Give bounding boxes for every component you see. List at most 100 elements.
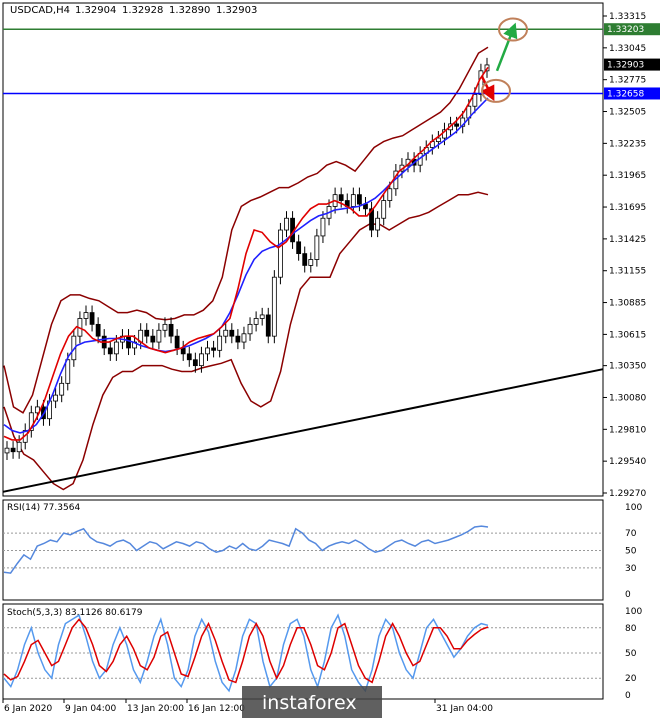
candle-body: [314, 235, 320, 260]
y-tick-label: 1.32505: [609, 108, 646, 118]
candle-body: [186, 353, 192, 361]
y-tick-label: 1.33315: [609, 12, 646, 22]
candle-body: [205, 347, 210, 355]
candle: [278, 222, 283, 285]
y-tick-label: 1.33045: [609, 44, 646, 54]
candle-body: [271, 276, 277, 337]
candle-body: [223, 329, 229, 337]
candle: [296, 234, 302, 261]
candle-body: [83, 312, 89, 319]
candle: [381, 193, 387, 226]
candle: [10, 441, 16, 459]
candle: [357, 187, 362, 212]
trendline: [2, 368, 604, 493]
ma-fast-line: [3, 66, 489, 441]
candle-body: [168, 323, 174, 337]
candle-body: [265, 314, 271, 337]
y-tick-label: 1.30350: [609, 362, 646, 372]
stoch-main-line: [3, 613, 489, 693]
level-label-box: [604, 87, 660, 100]
stoch-tick-label: 20: [625, 674, 637, 684]
candle-body: [253, 318, 259, 325]
ohlc-high: 1.32928: [122, 5, 163, 16]
forecast-arrow-down: [480, 76, 495, 102]
y-tick-label: 1.32235: [609, 139, 646, 149]
candle-body: [150, 335, 156, 343]
candle-body: [308, 259, 314, 266]
candle: [144, 323, 150, 344]
candle-body: [34, 406, 40, 414]
x-axis: 6 Jan 2020 9 Jan 04:00 13 Jan 20:00 16 Jan …: [2, 699, 493, 714]
candle: [229, 323, 235, 344]
candle: [83, 305, 89, 326]
ma-slow-line: [3, 97, 489, 434]
candle-body: [192, 359, 198, 367]
y-tick-label: 1.31695: [609, 203, 646, 213]
y-tick-label: 1.32775: [609, 76, 646, 86]
candle-body: [296, 241, 302, 255]
candle-body: [320, 217, 326, 237]
candle: [369, 201, 374, 238]
candle: [308, 252, 314, 273]
candle: [59, 376, 65, 403]
ohlc-close: 1.32903: [216, 5, 257, 16]
candle: [253, 311, 259, 332]
rsi-tick-label: 0: [625, 590, 631, 600]
level-label: 1.33203: [607, 25, 644, 35]
level-label: 1.32658: [607, 89, 644, 99]
candle: [186, 346, 192, 367]
rsi-tick-label: 70: [625, 529, 637, 539]
candle: [95, 317, 101, 344]
candle: [338, 187, 344, 208]
watermark-text: instaforex: [262, 692, 357, 714]
candle-body: [381, 200, 387, 219]
y-tick-label: 1.29810: [609, 425, 646, 435]
candle-body: [435, 137, 441, 142]
candle: [107, 340, 113, 361]
candle: [241, 326, 247, 350]
candle-body: [28, 412, 34, 431]
candle-body: [235, 335, 241, 343]
candle-body: [357, 194, 362, 205]
candle: [156, 323, 162, 350]
candle: [28, 405, 34, 438]
candle: [150, 329, 156, 350]
candle-body: [16, 441, 22, 453]
stoch-pane: Stoch(5,3,3) 83.1126 80.6179 100 80 50 20 0: [2, 603, 642, 701]
x-tick-label: 9 Jan 04:00: [65, 704, 117, 714]
target-circle-upper: [498, 17, 528, 42]
rsi-tick-label: 100: [625, 503, 642, 513]
candle: [302, 246, 308, 273]
candle: [205, 340, 210, 361]
forecast-arrow-up: [495, 22, 518, 72]
ohlc-open: 1.32904: [75, 5, 116, 16]
candle-body: [95, 323, 101, 337]
candle-body: [126, 335, 131, 349]
y-tick-label: 1.30080: [609, 393, 646, 403]
candle: [247, 317, 253, 341]
x-tick-label: 6 Jan 2020: [4, 704, 52, 714]
stoch-tick-label: 80: [625, 624, 637, 634]
candle: [271, 270, 277, 344]
stoch-tick-label: 0: [625, 691, 631, 701]
candle-body: [284, 217, 289, 231]
candle: [4, 441, 10, 460]
candle-body: [350, 194, 356, 207]
candle-body: [387, 188, 393, 201]
candle-body: [259, 314, 265, 319]
candle-body: [302, 253, 308, 266]
stoch-tick-label: 50: [625, 649, 637, 659]
stoch-tick-label: 100: [625, 607, 642, 617]
candle: [89, 305, 95, 332]
candle-body: [144, 329, 150, 337]
candle: [53, 388, 59, 409]
candle: [162, 317, 168, 338]
candle-body: [4, 447, 10, 454]
candle: [375, 211, 381, 238]
y-tick-label: 1.29270: [609, 489, 646, 499]
rsi-title: RSI(14) 77.3564: [7, 503, 80, 513]
candle: [223, 323, 229, 344]
main-plot-frame: [2, 2, 604, 497]
x-tick-label: 13 Jan 20:00: [127, 704, 184, 714]
